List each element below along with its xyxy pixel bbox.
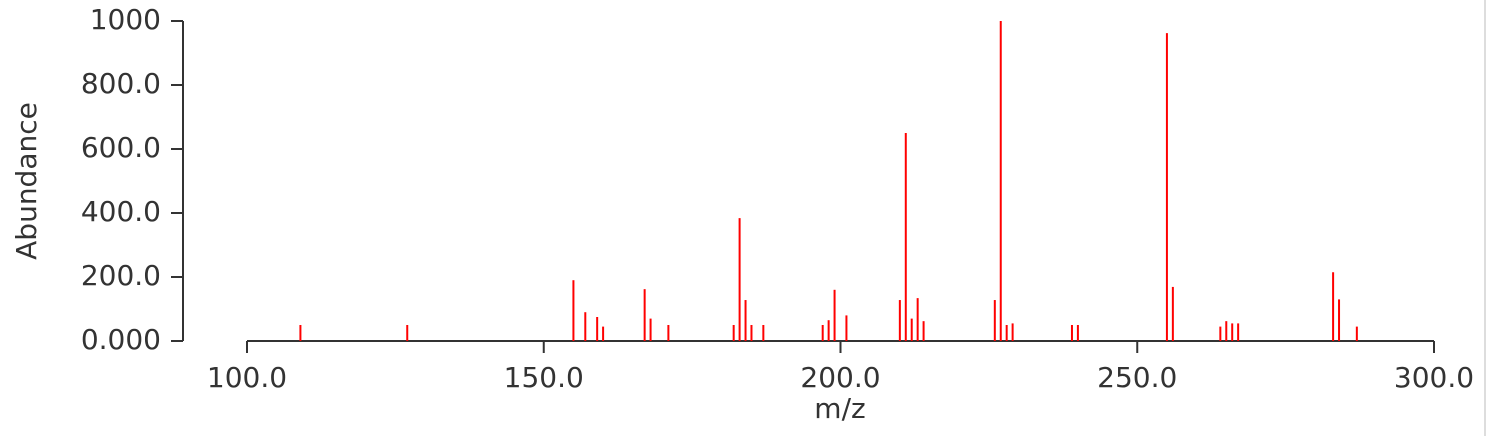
x-axis-label: m/z [814,392,865,425]
x-tick-label: 100.0 [207,361,287,394]
y-tick-label: 0.000 [81,323,161,356]
y-tick-label: 1000 [90,3,161,36]
x-tick-label: 250.0 [1097,361,1177,394]
x-tick-label: 300.0 [1394,361,1474,394]
y-tick-label: 200.0 [81,259,161,292]
x-tick-label: 150.0 [504,361,584,394]
y-tick-label: 400.0 [81,195,161,228]
y-axis-label: Abundance [10,102,43,260]
x-tick-label: 200.0 [800,361,880,394]
y-tick-label: 600.0 [81,131,161,164]
y-tick-label: 800.0 [81,67,161,100]
